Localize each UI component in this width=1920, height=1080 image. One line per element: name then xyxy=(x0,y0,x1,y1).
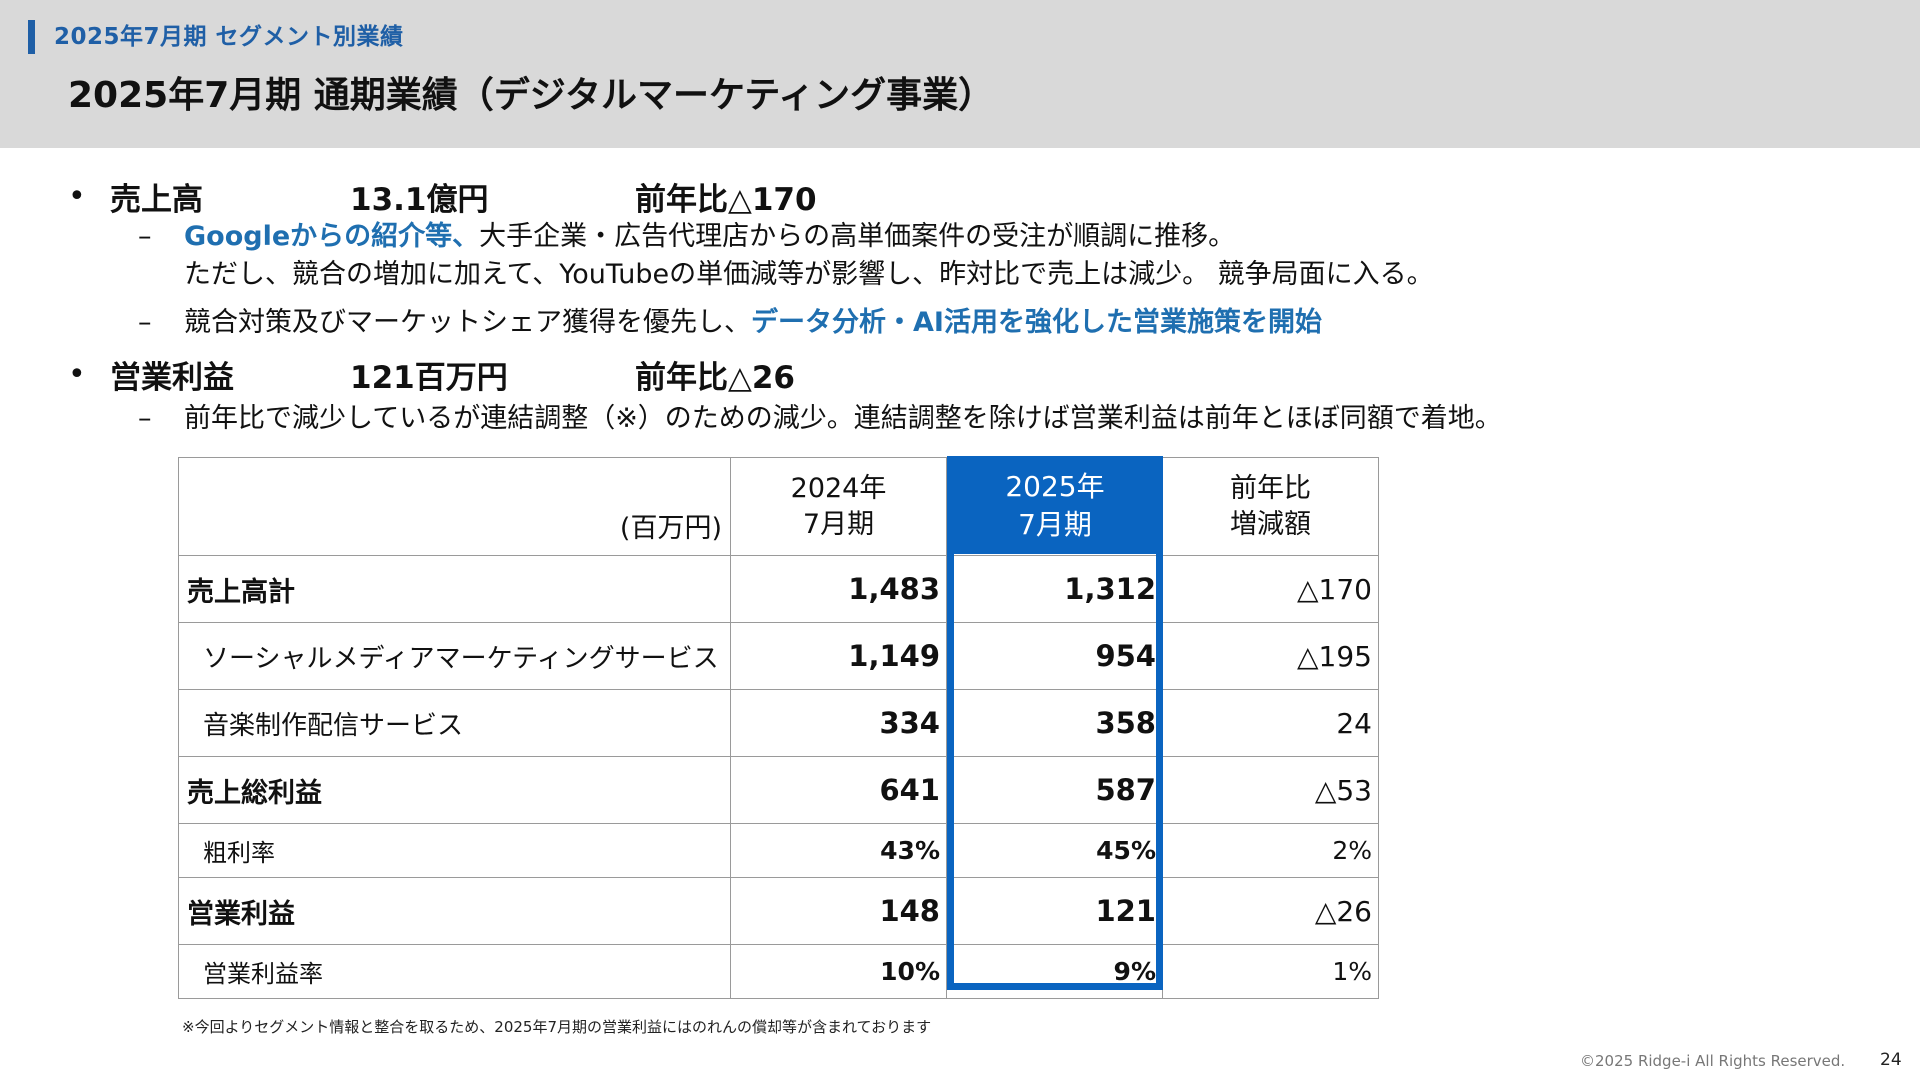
table-row: 営業利益 148 121 △26 xyxy=(178,877,1379,945)
highlight-column-header: 2025年 7月期 xyxy=(947,456,1163,554)
bullet-value: 121百万円 xyxy=(350,360,508,396)
bullet-label: 売上高 xyxy=(110,182,203,218)
table-row: 売上総利益 641 587 △53 xyxy=(178,756,1379,824)
table-row: 音楽制作配信サービス 334 358 24 xyxy=(178,689,1379,757)
bullet-sales: • 売上高 13.1億円 前年比△170 xyxy=(68,174,817,219)
sub-bullet: – Googleからの紹介等、大手企業・広告代理店からの高単価案件の受注が順調に… xyxy=(138,218,1434,294)
bullet-label: 営業利益 xyxy=(110,360,234,396)
bullet-yoy: 前年比△170 xyxy=(635,182,817,218)
sub-text: 大手企業・広告代理店からの高単価案件の受注が順調に推移。 xyxy=(479,221,1236,252)
bullet-dot: • xyxy=(68,179,86,214)
bullet-value: 13.1億円 xyxy=(350,182,489,218)
copyright: ©2025 Ridge-i All Rights Reserved. xyxy=(1580,1052,1846,1070)
bullet-yoy: 前年比△26 xyxy=(635,360,795,396)
sub-text-line2: ただし、競合の増加に加えて、YouTubeの単価減等が影響し、昨対比で売上は減少… xyxy=(184,259,1434,290)
table-row: 営業利益率 10% 9% 1% xyxy=(178,944,1379,999)
col-change: 前年比 増減額 xyxy=(1162,457,1379,556)
results-table: (百万円) 2024年 7月期 前年比 増減額 売上高計 1,483 1,312 △… xyxy=(178,457,1379,999)
table-header-row: (百万円) 2024年 7月期 前年比 増減額 xyxy=(178,457,1379,556)
table-row: ソーシャルメディアマーケティングサービス 1,149 954 △195 xyxy=(178,622,1379,690)
footnote: ※今回よりセグメント情報と整合を取るため、2025年7月期の営業利益にはのれんの… xyxy=(182,1018,932,1036)
page-number: 24 xyxy=(1880,1050,1902,1070)
table-row: 売上高計 1,483 1,312 △170 xyxy=(178,555,1379,623)
col-2024: 2024年 7月期 xyxy=(730,457,947,556)
header-band: 2025年7月期 セグメント別業績 2025年7月期 通期業績（デジタルマーケテ… xyxy=(0,0,1920,148)
section-marker xyxy=(28,20,35,54)
sub-bullet: – 競合対策及びマーケットシェア獲得を優先し、データ分析・AI活用を強化した営業… xyxy=(138,307,1322,338)
sub-bullet: – 前年比で減少しているが連結調整（※）のための減少。連結調整を除けば営業利益は… xyxy=(138,400,1502,438)
page-title: 2025年7月期 通期業績（デジタルマーケティング事業） xyxy=(68,75,995,116)
bullet-operating-profit: • 営業利益 121百万円 前年比△26 xyxy=(68,352,795,397)
sub-text: 前年比で減少しているが連結調整（※）のための減少。連結調整を除けば営業利益は前年… xyxy=(184,403,1502,434)
sub-text: 競合対策及びマーケットシェア獲得を優先し、 xyxy=(184,307,751,338)
table-row: 粗利率 43% 45% 2% xyxy=(178,823,1379,878)
unit-label: (百万円) xyxy=(178,457,731,556)
highlight-text: データ分析・AI活用を強化した営業施策を開始 xyxy=(751,307,1322,338)
highlight-text: Googleからの紹介等、 xyxy=(184,221,480,252)
bullet-dot: • xyxy=(68,357,86,392)
section-label: 2025年7月期 セグメント別業績 xyxy=(54,24,404,50)
